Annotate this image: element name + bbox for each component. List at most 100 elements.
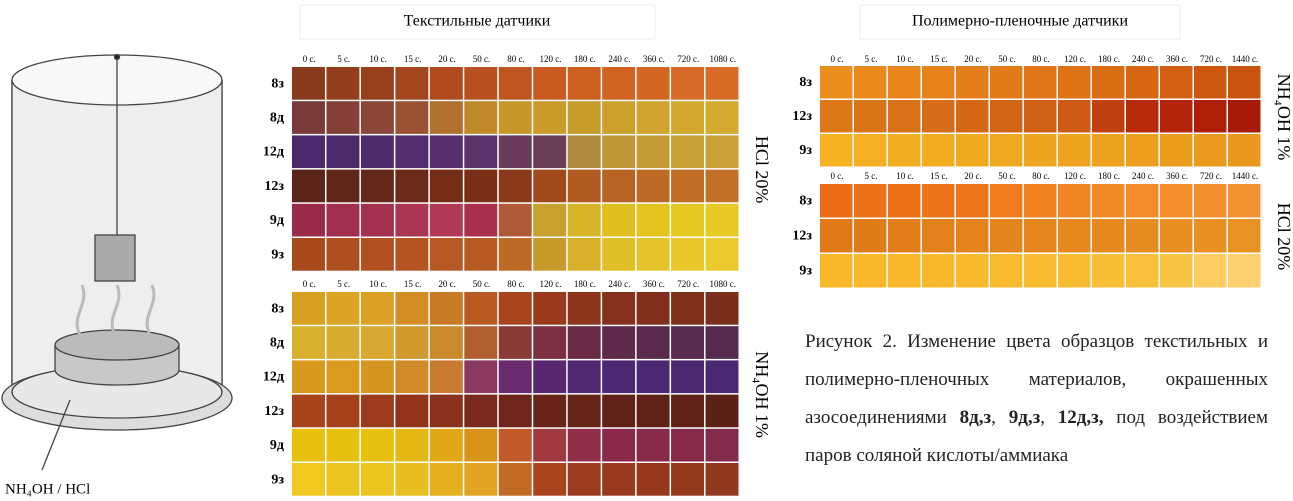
- sample-cell: [361, 326, 394, 359]
- sample-cell: [602, 67, 635, 100]
- sample-cell: [706, 238, 739, 271]
- sample-cell: [1092, 66, 1125, 99]
- sample-cell: [990, 134, 1023, 167]
- sample-cell: [568, 101, 601, 134]
- sample-cell: [395, 170, 428, 203]
- sample-cell: [820, 184, 853, 218]
- row-label: 12з: [264, 179, 284, 194]
- sample-cell: [395, 67, 428, 100]
- sample-cell: [956, 254, 989, 288]
- caption-segment: ,: [1040, 407, 1058, 428]
- sample-cell: [602, 135, 635, 168]
- sample-cell: [533, 360, 566, 393]
- time-label: 80 с.: [1032, 171, 1050, 181]
- time-label: 50 с.: [473, 54, 491, 64]
- sample-cell: [706, 67, 739, 100]
- sample-cell: [464, 429, 497, 462]
- sample-cell: [326, 292, 359, 325]
- time-label: 15 с.: [930, 171, 948, 181]
- caption-segment: ,: [991, 407, 1009, 428]
- sample-cell: [499, 204, 532, 237]
- time-label: 360 с.: [643, 279, 665, 289]
- sample-cell: [499, 429, 532, 462]
- sample-cell: [499, 170, 532, 203]
- time-label: 1440 с.: [1232, 54, 1259, 64]
- sample-cell: [361, 395, 394, 428]
- time-label: 720 с.: [677, 54, 699, 64]
- time-label: 360 с.: [1166, 54, 1188, 64]
- row-label: 12з: [264, 404, 284, 419]
- caption-segment: 12д,з,: [1058, 407, 1104, 428]
- sample-cell: [1024, 254, 1057, 288]
- time-label: 10 с.: [369, 279, 387, 289]
- time-label: 180 с.: [1098, 171, 1120, 181]
- sample-cell: [888, 254, 921, 288]
- sample-cell: [395, 429, 428, 462]
- sample-cell: [292, 170, 325, 203]
- sample-cell: [637, 67, 670, 100]
- time-label: 720 с.: [677, 279, 699, 289]
- sample-cell: [1160, 184, 1193, 218]
- time-label: 180 с.: [1098, 54, 1120, 64]
- sample-cell: [533, 326, 566, 359]
- sample-cell: [1058, 66, 1091, 99]
- sample-cell: [1092, 219, 1125, 253]
- time-label: 0 с.: [831, 54, 844, 64]
- row-label: 9з: [799, 264, 812, 279]
- sample-cell: [395, 463, 428, 496]
- sample-cell: [464, 135, 497, 168]
- sample-cell: [430, 463, 463, 496]
- sample-cell: [1228, 66, 1261, 99]
- side-label: HCl 20%: [752, 136, 772, 204]
- time-label: 80 с.: [1032, 54, 1050, 64]
- sample-cell: [499, 292, 532, 325]
- sample-cell: [533, 463, 566, 496]
- sample-cell: [292, 395, 325, 428]
- time-label: 5 с.: [337, 54, 350, 64]
- sample-cell: [533, 204, 566, 237]
- time-label: 50 с.: [998, 54, 1016, 64]
- sample-cell: [1058, 134, 1091, 167]
- sample-cell: [1126, 100, 1159, 133]
- sample-cell: [568, 238, 601, 271]
- sample-cell: [854, 100, 887, 133]
- textile-title: Текстильные датчики: [404, 13, 551, 30]
- sample-cell: [1024, 100, 1057, 133]
- sample-cell: [499, 463, 532, 496]
- sample-cell: [922, 100, 955, 133]
- film-title: Полимерно-пленочные датчики: [912, 13, 1128, 30]
- row-label: 8з: [271, 301, 284, 316]
- sample-cell: [1228, 254, 1261, 288]
- sample-cell: [888, 134, 921, 167]
- time-label: 50 с.: [998, 171, 1016, 181]
- time-label: 20 с.: [438, 279, 456, 289]
- row-label: 8д: [270, 111, 284, 126]
- sample-cell: [292, 292, 325, 325]
- sample-cell: [956, 134, 989, 167]
- sample-cell: [706, 395, 739, 428]
- sample-cell: [990, 66, 1023, 99]
- sample-cell: [430, 326, 463, 359]
- sample-cell: [292, 463, 325, 496]
- sample-cell: [1024, 134, 1057, 167]
- sample-cell: [395, 360, 428, 393]
- time-label: 5 с.: [865, 171, 878, 181]
- sample-cell: [671, 463, 704, 496]
- caption: Рисунок 2. Изменение цвета образцов текс…: [805, 323, 1268, 475]
- sample-cell: [602, 360, 635, 393]
- row-label: 12д: [263, 370, 284, 385]
- sample-cell: [1228, 134, 1261, 167]
- sample-cell: [602, 463, 635, 496]
- sample-cell: [706, 170, 739, 203]
- sample-cell: [1160, 219, 1193, 253]
- reagent-label: NH₄OH / HCl: [5, 481, 90, 497]
- time-label: 80 с.: [507, 279, 525, 289]
- sample-cell: [922, 219, 955, 253]
- sample-cell: [499, 360, 532, 393]
- sample-cell: [395, 135, 428, 168]
- sample-cell: [430, 67, 463, 100]
- sample-cell: [671, 135, 704, 168]
- sample-cell: [706, 463, 739, 496]
- time-label: 720 с.: [1200, 171, 1222, 181]
- sample-cell: [854, 219, 887, 253]
